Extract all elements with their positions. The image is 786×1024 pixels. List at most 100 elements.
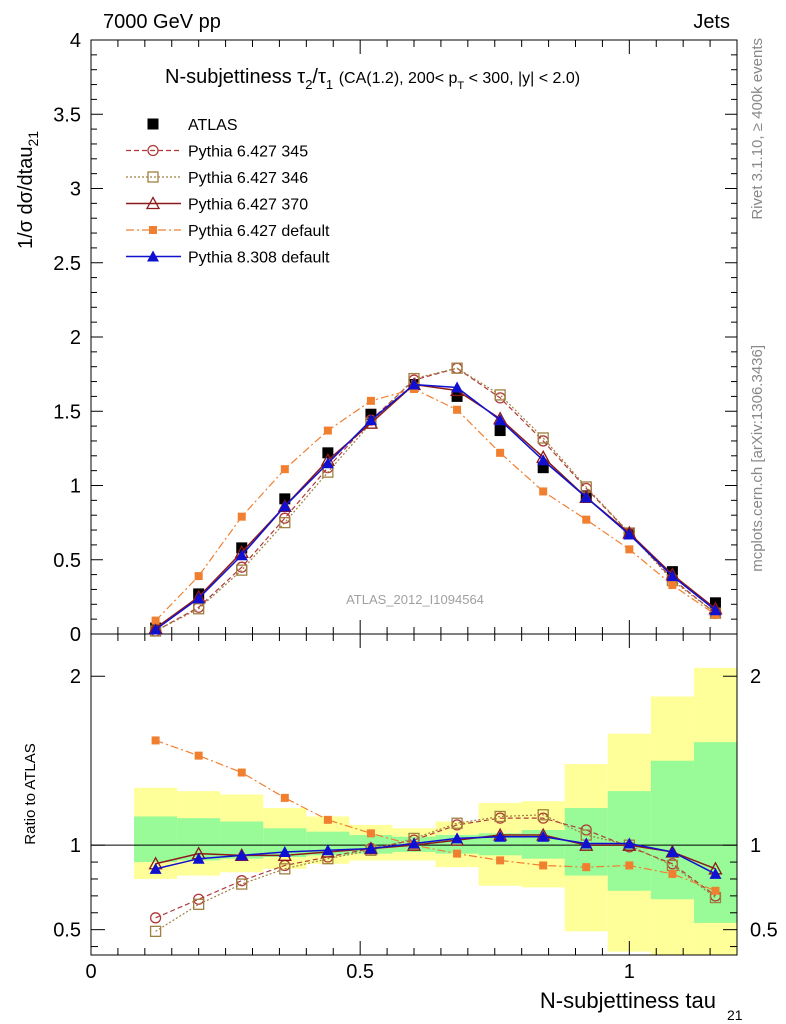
top-ytick-label: 2	[70, 327, 81, 349]
p6def-marker	[582, 863, 591, 872]
p6def-marker	[280, 793, 289, 802]
legend-label: Pythia 8.308 default	[188, 250, 330, 267]
top-ytick-label: 1.5	[53, 401, 81, 423]
p6def-marker	[496, 856, 505, 865]
p8def-marker	[709, 867, 722, 879]
p6def-line	[155, 388, 716, 622]
p346-marker	[193, 898, 205, 910]
p6def-marker	[582, 515, 591, 524]
p6def-marker	[625, 545, 634, 554]
p8def-marker	[623, 837, 636, 849]
p8def-marker	[364, 414, 377, 426]
p6def-marker	[539, 487, 548, 496]
atlas-marker	[279, 493, 291, 505]
p346-marker	[494, 810, 506, 823]
ratio-uncertainty-bands	[134, 667, 737, 955]
legend-entry-p6def: Pythia 6.427 default	[126, 223, 330, 240]
watermark: ATLAS_2012_I1094564	[346, 592, 484, 607]
p8def-marker	[494, 830, 507, 842]
p8def-marker	[666, 570, 679, 582]
p8def-marker	[278, 845, 291, 857]
series-p6def	[151, 736, 720, 895]
p8def-marker	[321, 457, 334, 469]
top-ylabel-subscript: 21	[25, 131, 41, 147]
p346-marker	[236, 564, 248, 576]
title-subscript: 1	[326, 77, 333, 92]
band-inner-bin	[478, 833, 522, 856]
bottom-ytick-label-right: 2	[750, 666, 761, 688]
band-inner-bin	[134, 816, 178, 863]
p8def-marker	[149, 623, 162, 635]
p6def-marker	[151, 736, 160, 745]
p6def-marker	[366, 396, 375, 405]
bottom-ytick-label: 2	[70, 666, 81, 688]
p346-marker	[236, 878, 248, 890]
legend-label: Pythia 6.427 346	[188, 170, 308, 187]
mcplots-label: mcplots.cern.ch [arXiv:1306.3436]	[749, 345, 766, 572]
top-ytick-label: 3	[70, 179, 81, 201]
p6def-marker	[280, 465, 289, 474]
title-cuts-rest: < 300, |y| < 2.0)	[464, 70, 580, 87]
p346-marker	[193, 603, 205, 615]
p6def-marker	[323, 426, 332, 435]
header-left: 7000 GeV pp	[103, 11, 221, 33]
title-cuts: (CA(1.2), 200< p	[339, 70, 458, 87]
top-ylabel: 1/σ dσ/dtau21	[15, 131, 41, 249]
legend-label: Pythia 6.427 default	[188, 223, 330, 240]
p370-line	[155, 383, 716, 629]
chart-title: N-subjettiness τ2/τ1 (CA(1.2), 200< pT <…	[165, 66, 580, 92]
p8def-marker	[235, 549, 248, 561]
p8def-marker	[494, 414, 507, 426]
p8def-marker	[192, 592, 205, 604]
p6def-line	[155, 739, 716, 892]
p6def-marker	[323, 815, 332, 824]
legend-entry-p345: Pythia 6.427 345	[126, 144, 308, 161]
p346-marker	[279, 863, 291, 875]
p8def-marker	[537, 830, 550, 842]
p6def-marker	[237, 768, 246, 777]
top-ytick-label: 0.5	[53, 550, 81, 572]
bottom-ytick-label-right: 1	[750, 835, 761, 857]
p8def-marker	[321, 844, 334, 856]
top-ytick-label: 2.5	[53, 253, 81, 275]
p6def-marker	[149, 226, 157, 234]
p6def-marker	[194, 572, 203, 581]
p6def-marker	[237, 512, 246, 521]
p8def-marker	[537, 454, 550, 466]
bottom-ytick-label: 0.5	[53, 920, 81, 942]
title-tau: τ	[297, 66, 305, 88]
atlas-marker	[537, 462, 549, 474]
legend-label: Pythia 6.427 345	[188, 144, 308, 161]
title-pt-subscript: T	[457, 80, 464, 92]
p6def-marker	[625, 861, 634, 870]
p346-marker	[147, 171, 159, 183]
p8def-marker	[709, 604, 722, 616]
p346-marker	[537, 809, 549, 821]
p6def-marker	[668, 580, 677, 589]
legend-entry-atlas: ATLAS	[147, 117, 238, 134]
p8def-marker	[149, 862, 162, 874]
p8def-marker	[666, 845, 679, 857]
p6def-marker	[453, 405, 462, 414]
p6def-marker	[194, 751, 203, 760]
title-tau: τ	[318, 66, 326, 88]
p346-marker	[537, 432, 549, 444]
p8def-marker	[580, 491, 593, 503]
p6def-marker	[151, 616, 160, 625]
p8def-marker	[451, 832, 464, 844]
xtick-label: 0.5	[346, 961, 374, 983]
p8def-line	[155, 383, 716, 631]
bottom-ytick-label: 1	[70, 835, 81, 857]
p346-marker	[149, 925, 162, 937]
xlabel-subscript: 21	[727, 1007, 743, 1023]
p6def-marker	[539, 861, 548, 870]
bottom-ylabel: Ratio to ATLAS	[22, 743, 39, 844]
top-ytick-label: 0	[70, 624, 81, 646]
p8def-marker	[408, 378, 420, 390]
atlas-marker	[494, 425, 506, 437]
p6def-marker	[496, 448, 505, 457]
legend-label: Pythia 6.427 370	[188, 197, 308, 214]
p345-marker	[149, 912, 162, 924]
p346-marker	[451, 817, 463, 829]
